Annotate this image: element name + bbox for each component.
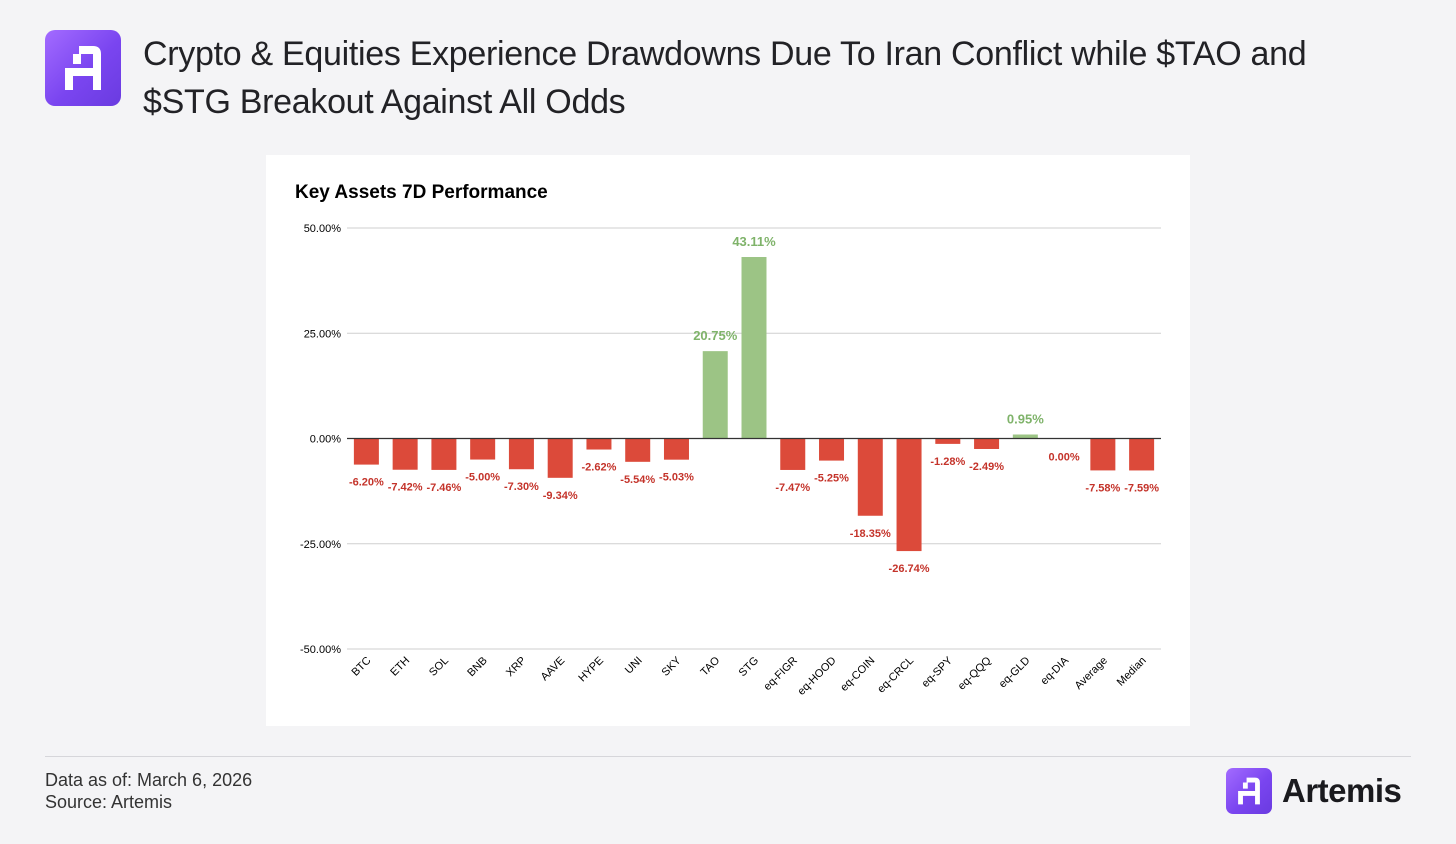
x-tick-label: UNI bbox=[623, 655, 645, 677]
x-tick-label: BTC bbox=[349, 655, 373, 679]
data-label: -18.35% bbox=[850, 528, 891, 540]
bar bbox=[857, 438, 883, 516]
x-tick-label: ETH bbox=[388, 655, 412, 679]
footer-info: Data as of: March 6, 2026 Source: Artemi… bbox=[45, 769, 252, 813]
bar bbox=[896, 438, 922, 552]
bar bbox=[702, 351, 728, 439]
data-label: -6.20% bbox=[349, 477, 384, 489]
bar bbox=[1012, 434, 1038, 439]
x-tick-label: eq-CRCL bbox=[875, 655, 916, 696]
bar bbox=[741, 257, 767, 439]
bar bbox=[470, 438, 496, 460]
x-tick-label: eq-QQQ bbox=[956, 654, 994, 692]
data-label: 20.75% bbox=[693, 328, 738, 343]
bar bbox=[625, 438, 651, 462]
y-tick-label: 25.00% bbox=[304, 328, 342, 340]
bar bbox=[586, 438, 612, 450]
data-label: -26.74% bbox=[889, 563, 930, 575]
x-tick-label: BNB bbox=[465, 655, 489, 679]
x-tick-label: TAO bbox=[698, 654, 722, 678]
data-label: -7.58% bbox=[1085, 482, 1120, 494]
page-title: Crypto & Equities Experience Drawdowns D… bbox=[143, 35, 1307, 121]
x-tick-label: eq-FIGR bbox=[762, 655, 800, 693]
data-label: -5.00% bbox=[465, 472, 500, 484]
data-label: 0.00% bbox=[1048, 452, 1079, 464]
x-tick-label: eq-COIN bbox=[838, 655, 877, 694]
bar bbox=[392, 438, 418, 470]
bar bbox=[780, 438, 806, 470]
brand: Artemis bbox=[1226, 768, 1402, 814]
bar bbox=[353, 438, 379, 465]
bar bbox=[935, 438, 961, 444]
data-label: 43.11% bbox=[732, 234, 776, 249]
bar bbox=[663, 438, 689, 460]
bar-chart: 50.00% 25.00% 0.00% -25.00% -50.00% -6.20% BTC… bbox=[300, 223, 1161, 698]
data-label: -1.28% bbox=[930, 456, 965, 468]
footer-divider bbox=[45, 756, 1411, 757]
x-tick-label: eq-SPY bbox=[920, 654, 956, 690]
data-label: -7.59% bbox=[1124, 482, 1159, 494]
data-label: 0.95% bbox=[1007, 412, 1044, 427]
x-tick-label: AAVE bbox=[539, 655, 568, 684]
bar bbox=[1090, 438, 1116, 471]
bar bbox=[974, 438, 1000, 449]
data-label: -7.47% bbox=[775, 482, 810, 494]
x-tick-label: eq-DIA bbox=[1039, 654, 1072, 687]
data-label: -5.03% bbox=[659, 472, 694, 484]
data-label: -9.34% bbox=[543, 490, 578, 502]
x-tick-label: Median bbox=[1115, 655, 1149, 689]
x-tick-label: eq-HOOD bbox=[796, 655, 839, 698]
data-label: -5.25% bbox=[814, 473, 849, 485]
data-label: -7.46% bbox=[426, 482, 461, 494]
x-tick-label: SKY bbox=[660, 654, 685, 679]
artemis-logo bbox=[45, 30, 121, 106]
data-label: -5.54% bbox=[620, 474, 655, 486]
x-tick-label: SOL bbox=[427, 655, 451, 679]
data-label: -7.42% bbox=[388, 482, 423, 494]
bar bbox=[508, 438, 534, 470]
bar bbox=[431, 438, 457, 470]
data-label: -7.30% bbox=[504, 481, 539, 493]
brand-name: Artemis bbox=[1282, 772, 1402, 809]
bar bbox=[1129, 438, 1155, 471]
y-tick-label: -25.00% bbox=[300, 539, 341, 551]
bar bbox=[547, 438, 573, 478]
y-tick-label: 50.00% bbox=[304, 223, 342, 235]
x-tick-label: Average bbox=[1073, 655, 1110, 692]
source-note: Source: Artemis bbox=[45, 792, 173, 812]
x-tick-label: XRP bbox=[504, 655, 528, 679]
data-label: -2.49% bbox=[969, 461, 1004, 473]
data-as-of: Data as of: March 6, 2026 bbox=[45, 770, 253, 790]
artemis-logo-small bbox=[1226, 768, 1272, 814]
x-tick-label: STG bbox=[737, 655, 761, 679]
y-tick-label: -50.00% bbox=[300, 644, 341, 656]
bar bbox=[819, 438, 845, 461]
x-tick-label: HYPE bbox=[576, 655, 606, 685]
data-label: -2.62% bbox=[582, 462, 617, 474]
chart-title: Key Assets 7D Performance bbox=[295, 182, 548, 203]
y-tick-label: 0.00% bbox=[310, 434, 341, 446]
chart-card: 50.00% 25.00% 0.00% -25.00% -50.00% -6.20% BTC… bbox=[266, 155, 1190, 726]
x-tick-label: eq-GLD bbox=[997, 655, 1033, 691]
